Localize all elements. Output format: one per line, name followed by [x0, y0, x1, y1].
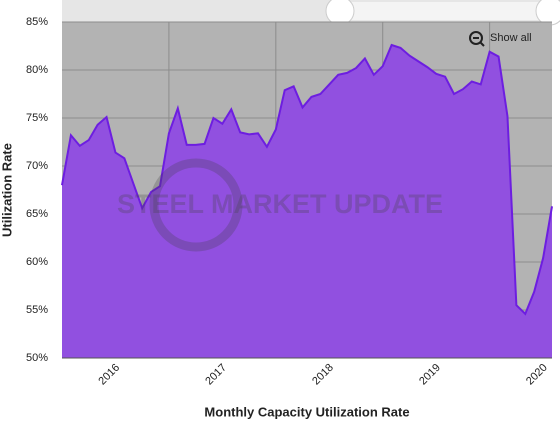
x-tick-label: 2018	[310, 362, 336, 388]
zoom-icon	[469, 31, 483, 45]
x-tick-label: 2017	[203, 362, 229, 388]
watermark-logo	[149, 158, 243, 252]
navigator-range[interactable]	[340, 2, 550, 20]
zoom-icon	[479, 41, 485, 47]
navigator-handle[interactable]	[325, 0, 355, 26]
y-tick-label: 80%	[26, 64, 48, 76]
plot-area	[61, 21, 553, 359]
watermark: STEEL MARKET UPDATE	[117, 189, 443, 219]
area	[62, 45, 552, 358]
y-tick-label: 75%	[26, 112, 48, 124]
x-axis-title: Monthly Capacity Utilization Rate	[204, 404, 409, 419]
y-tick-label: 55%	[26, 304, 48, 316]
show-all-button[interactable]: Show all	[469, 31, 532, 47]
y-tick-label: 60%	[26, 256, 48, 268]
line	[61, 43, 553, 316]
x-tick-label: 2019	[417, 362, 443, 388]
x-tick-label: 2016	[96, 362, 122, 388]
show-all-label[interactable]: Show all	[490, 32, 532, 44]
y-tick-label: 50%	[26, 352, 48, 364]
y-tick-label: 65%	[26, 208, 48, 220]
y-tick-label: 70%	[26, 160, 48, 172]
y-tick-label: 85%	[26, 16, 48, 28]
y-axis-title: Utilization Rate	[0, 143, 14, 237]
x-tick-label: 2020	[524, 362, 550, 388]
